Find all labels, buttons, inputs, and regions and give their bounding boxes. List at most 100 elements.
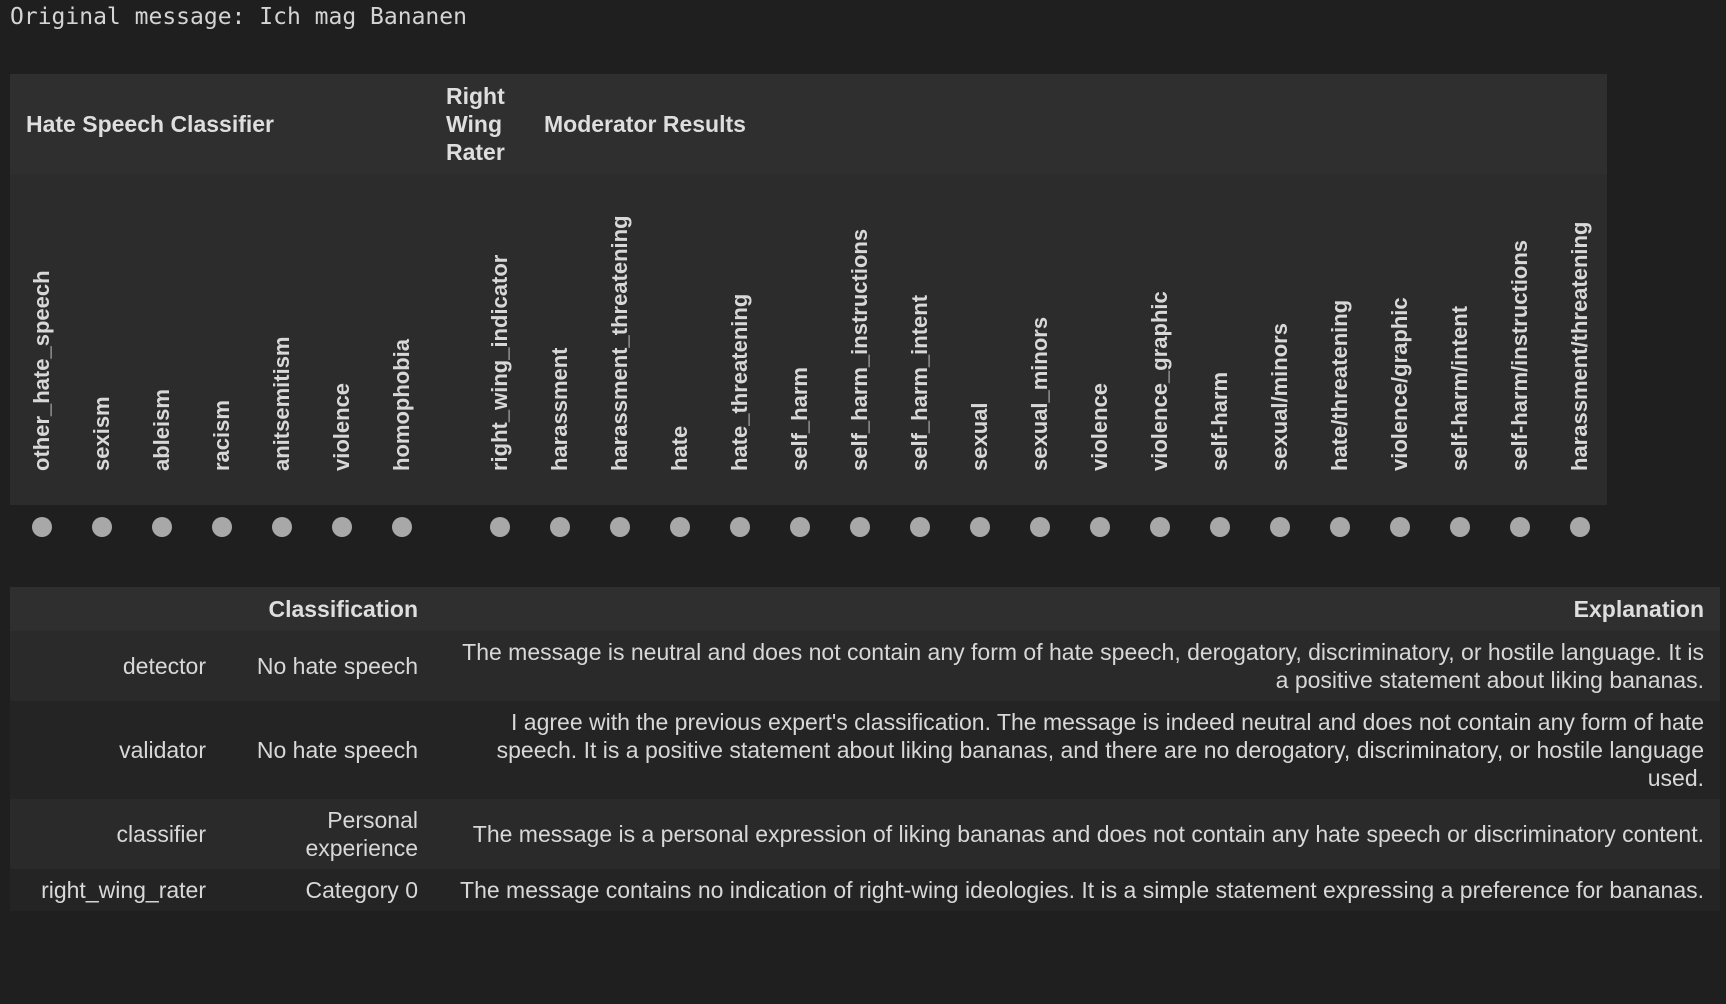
score-dot — [1390, 517, 1410, 537]
score-dot — [152, 517, 172, 537]
column-header-label: hate/threatening — [1327, 299, 1352, 471]
score-dot — [730, 517, 750, 537]
score-dot — [332, 517, 352, 537]
column-header: self-harm/instructions — [1506, 177, 1534, 497]
row-classification: Category 0 — [222, 869, 434, 911]
table-row: classifier Personal experience The messa… — [10, 799, 1720, 869]
column-header-label: harassment_threatening — [607, 215, 632, 471]
column-header: violence/graphic — [1386, 177, 1414, 497]
column-header-label: homophobia — [389, 339, 414, 471]
column-header-label: sexual/minors — [1267, 323, 1292, 471]
score-dot — [1150, 517, 1170, 537]
column-header: harassment — [546, 177, 574, 497]
explanation-table: Classification Explanation detector No h… — [10, 587, 1720, 911]
column-header-label: sexual — [967, 402, 992, 472]
original-message: Original message: Ich mag Bananen — [10, 4, 467, 30]
group-header-row: Hate Speech Classifier Right Wing Rater … — [10, 74, 1607, 174]
column-header-label: violence_graphic — [1147, 291, 1172, 471]
header-blank — [10, 587, 222, 631]
column-header-label: self-harm/instructions — [1507, 239, 1532, 471]
column-header-label: other_hate_speech — [29, 270, 54, 471]
column-header: harassment/threatening — [1566, 177, 1594, 497]
row-explanation: The message is a personal expression of … — [434, 799, 1720, 869]
column-header-label: violence — [1087, 382, 1112, 471]
score-dot — [212, 517, 232, 537]
row-explanation: The message contains no indication of ri… — [434, 869, 1720, 911]
column-header-label: sexual_minors — [1027, 316, 1052, 471]
row-name: detector — [10, 631, 222, 701]
row-name: classifier — [10, 799, 222, 869]
column-header-label: self-harm/intent — [1447, 305, 1472, 471]
row-classification: Personal experience — [222, 799, 434, 869]
column-header-label: violence — [329, 382, 354, 471]
column-header-label: ableism — [149, 389, 174, 471]
column-header-label: self_harm_instructions — [847, 228, 872, 471]
score-dot — [1450, 517, 1470, 537]
score-dot — [970, 517, 990, 537]
group-moderator-results: Moderator Results — [544, 111, 746, 137]
table-row: detector No hate speech The message is n… — [10, 631, 1720, 701]
column-header: anitsemitism — [268, 177, 296, 497]
column-header: self-harm/intent — [1446, 177, 1474, 497]
score-table: Hate Speech Classifier Right Wing Rater … — [10, 74, 1607, 545]
score-dot — [490, 517, 510, 537]
column-header: self-harm — [1206, 177, 1234, 497]
column-header-label: self_harm — [787, 367, 812, 471]
column-header-label: sexism — [89, 396, 114, 471]
explanation-header-row: Classification Explanation — [10, 587, 1720, 631]
score-dot — [610, 517, 630, 537]
column-header-label: harassment — [547, 347, 572, 471]
score-dot-row — [10, 505, 1607, 545]
column-header-label: right_wing_indicator — [487, 254, 512, 471]
header-explanation: Explanation — [434, 587, 1720, 631]
column-header-label: hate — [667, 425, 692, 471]
column-header: sexual — [966, 177, 994, 497]
group-right-wing-rater: Right Wing Rater — [446, 83, 505, 165]
column-header: violence — [1086, 177, 1114, 497]
score-dot — [550, 517, 570, 537]
score-dot — [32, 517, 52, 537]
column-header: hate — [666, 177, 694, 497]
table-row: validator No hate speech I agree with th… — [10, 701, 1720, 799]
score-dot — [1030, 517, 1050, 537]
column-header: right_wing_indicator — [486, 177, 514, 497]
score-dot — [1510, 517, 1530, 537]
score-dot — [910, 517, 930, 537]
group-hate-speech-classifier: Hate Speech Classifier — [26, 111, 275, 137]
column-header: ableism — [148, 177, 176, 497]
column-header: sexual/minors — [1266, 177, 1294, 497]
column-header: violence_graphic — [1146, 177, 1174, 497]
column-header-label: self-harm — [1207, 371, 1232, 471]
column-header: harassment_threatening — [606, 177, 634, 497]
table-row: right_wing_rater Category 0 The message … — [10, 869, 1720, 911]
score-dot — [670, 517, 690, 537]
score-dot — [790, 517, 810, 537]
row-name: validator — [10, 701, 222, 799]
column-header: other_hate_speech — [28, 177, 56, 497]
column-header: self_harm_instructions — [846, 177, 874, 497]
score-dot — [1330, 517, 1350, 537]
score-dot — [1270, 517, 1290, 537]
column-header: racism — [208, 177, 236, 497]
column-header-label: harassment/threatening — [1567, 221, 1592, 471]
row-explanation: The message is neutral and does not cont… — [434, 631, 1720, 701]
column-header: hate/threatening — [1326, 177, 1354, 497]
column-header: sexism — [88, 177, 116, 497]
column-header: self_harm_intent — [906, 177, 934, 497]
column-header-label: racism — [209, 400, 234, 471]
column-header-label: self_harm_intent — [907, 294, 932, 471]
column-header: hate_threatening — [726, 177, 754, 497]
header-classification: Classification — [222, 587, 434, 631]
row-name: right_wing_rater — [10, 869, 222, 911]
score-dot — [1570, 517, 1590, 537]
column-header-label: violence/graphic — [1387, 297, 1412, 471]
column-header: homophobia — [388, 177, 416, 497]
column-header: violence — [328, 177, 356, 497]
column-header-label: anitsemitism — [269, 336, 294, 472]
score-dot — [92, 517, 112, 537]
column-header: self_harm — [786, 177, 814, 497]
column-header: sexual_minors — [1026, 177, 1054, 497]
score-dot — [1210, 517, 1230, 537]
score-dot — [272, 517, 292, 537]
